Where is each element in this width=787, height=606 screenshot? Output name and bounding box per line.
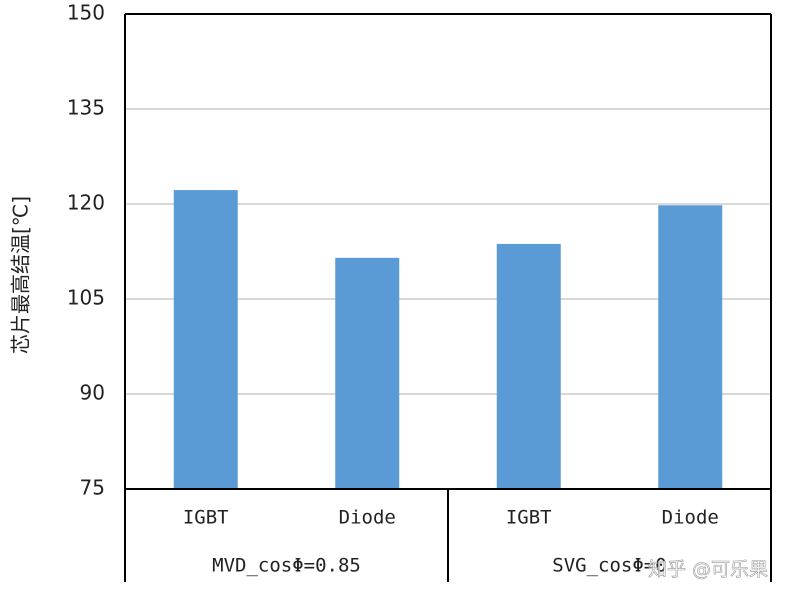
x-tick-label: Diode <box>662 507 719 529</box>
bar <box>173 190 238 490</box>
group-label: SVG_cosΦ=0 <box>552 555 666 577</box>
bar <box>335 257 400 489</box>
watermark: 知乎 @可乐果 <box>648 559 768 581</box>
y-tick-label: 105 <box>67 286 105 310</box>
bar <box>658 205 723 489</box>
group-label: MVD_cosΦ=0.85 <box>212 555 361 577</box>
x-tick-label: IGBT <box>506 507 552 529</box>
bar <box>496 243 561 489</box>
y-tick-label: 135 <box>67 96 105 120</box>
x-tick-label: IGBT <box>183 507 229 529</box>
y-tick-label: 120 <box>67 191 105 215</box>
y-tick-label: 75 <box>80 476 105 500</box>
y-tick-label: 90 <box>80 381 105 405</box>
y-tick-label: 150 <box>67 1 105 25</box>
y-axis-label: 芯片最高结温[℃] <box>9 196 33 354</box>
x-tick-label: Diode <box>339 507 396 529</box>
